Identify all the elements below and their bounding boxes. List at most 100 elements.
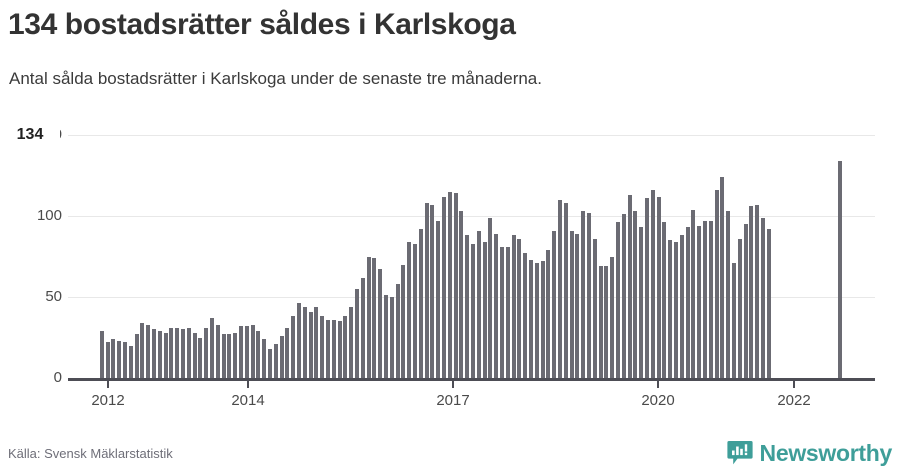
bar <box>401 264 406 378</box>
bar <box>570 230 575 378</box>
bar <box>477 230 482 378</box>
bar <box>384 295 389 378</box>
bar <box>430 204 435 378</box>
bar <box>552 230 557 378</box>
bar <box>419 228 424 378</box>
bar <box>227 334 232 378</box>
page-title: 134 bostadsrätter såldes i Karlskoga <box>8 8 516 41</box>
bar <box>488 217 493 378</box>
bar <box>129 345 134 378</box>
bar <box>500 246 505 378</box>
bar <box>361 277 366 378</box>
bar <box>645 198 650 378</box>
bar <box>726 211 731 378</box>
bar <box>838 160 843 378</box>
bar <box>506 246 511 378</box>
bar <box>256 331 261 378</box>
bar <box>512 235 517 378</box>
x-axis-tick <box>793 381 795 388</box>
bar <box>564 203 569 378</box>
bar <box>674 241 679 378</box>
bar <box>459 211 464 378</box>
bar <box>111 339 116 378</box>
bar <box>291 316 296 378</box>
bar <box>175 327 180 378</box>
bar <box>297 303 302 378</box>
bar <box>314 306 319 378</box>
bar <box>251 324 256 378</box>
x-axis-tick <box>107 381 109 388</box>
bar <box>100 331 105 378</box>
bar <box>471 243 476 378</box>
bar <box>309 311 314 378</box>
bar <box>755 204 760 378</box>
bar <box>610 256 615 378</box>
bar <box>575 233 580 378</box>
bar <box>639 227 644 378</box>
y-axis-tick-label: 0 <box>53 369 62 386</box>
bar <box>135 334 140 378</box>
bar <box>448 191 453 378</box>
x-axis-tick <box>657 381 659 388</box>
bar <box>425 203 430 378</box>
bar <box>720 177 725 378</box>
y-axis-tick-label: 100 <box>36 207 62 224</box>
x-axis-tick-label: 2020 <box>641 392 675 409</box>
bar <box>338 321 343 378</box>
bar <box>117 340 122 378</box>
bar <box>483 241 488 378</box>
bar <box>210 318 215 378</box>
bar <box>622 214 627 378</box>
bar <box>436 220 441 378</box>
bar <box>628 194 633 378</box>
bar <box>587 212 592 378</box>
x-axis-tick-label: 2014 <box>231 392 265 409</box>
bar <box>517 238 522 378</box>
bar <box>657 196 662 378</box>
bar <box>187 327 192 378</box>
bar <box>326 319 331 378</box>
bar <box>216 324 221 378</box>
bar <box>274 343 279 378</box>
source-note: Källa: Svensk Mäklarstatistik <box>8 446 173 461</box>
bar <box>158 331 163 378</box>
gridline <box>68 216 875 217</box>
bar <box>662 222 667 378</box>
bar <box>715 190 720 378</box>
bar <box>709 220 714 378</box>
gridline <box>68 135 875 136</box>
bar <box>581 211 586 378</box>
bar <box>442 196 447 378</box>
bar <box>169 327 174 378</box>
bar <box>245 326 250 378</box>
highlight-value-label: 134 <box>0 126 60 144</box>
bar <box>744 224 749 378</box>
bar <box>651 190 656 378</box>
brand-logo: Newsworthy <box>726 440 893 466</box>
bar <box>106 342 111 378</box>
x-axis-tick <box>247 381 249 388</box>
bar <box>239 326 244 378</box>
bar <box>535 262 540 378</box>
x-axis-tick <box>452 381 454 388</box>
bar-chart-speech-bubble-icon <box>726 441 753 465</box>
bar <box>146 324 151 378</box>
bar <box>593 238 598 378</box>
bar <box>233 332 238 378</box>
bar <box>140 322 145 378</box>
bar <box>349 306 354 378</box>
bar <box>355 288 360 378</box>
bar <box>396 284 401 378</box>
bar <box>367 256 372 378</box>
bar <box>204 327 209 378</box>
bar <box>633 211 638 378</box>
x-axis-line <box>68 378 875 381</box>
bar <box>529 259 534 378</box>
bar <box>761 217 766 378</box>
bar <box>604 266 609 378</box>
x-axis-tick-label: 2017 <box>436 392 470 409</box>
brand-name: Newsworthy <box>759 440 893 466</box>
